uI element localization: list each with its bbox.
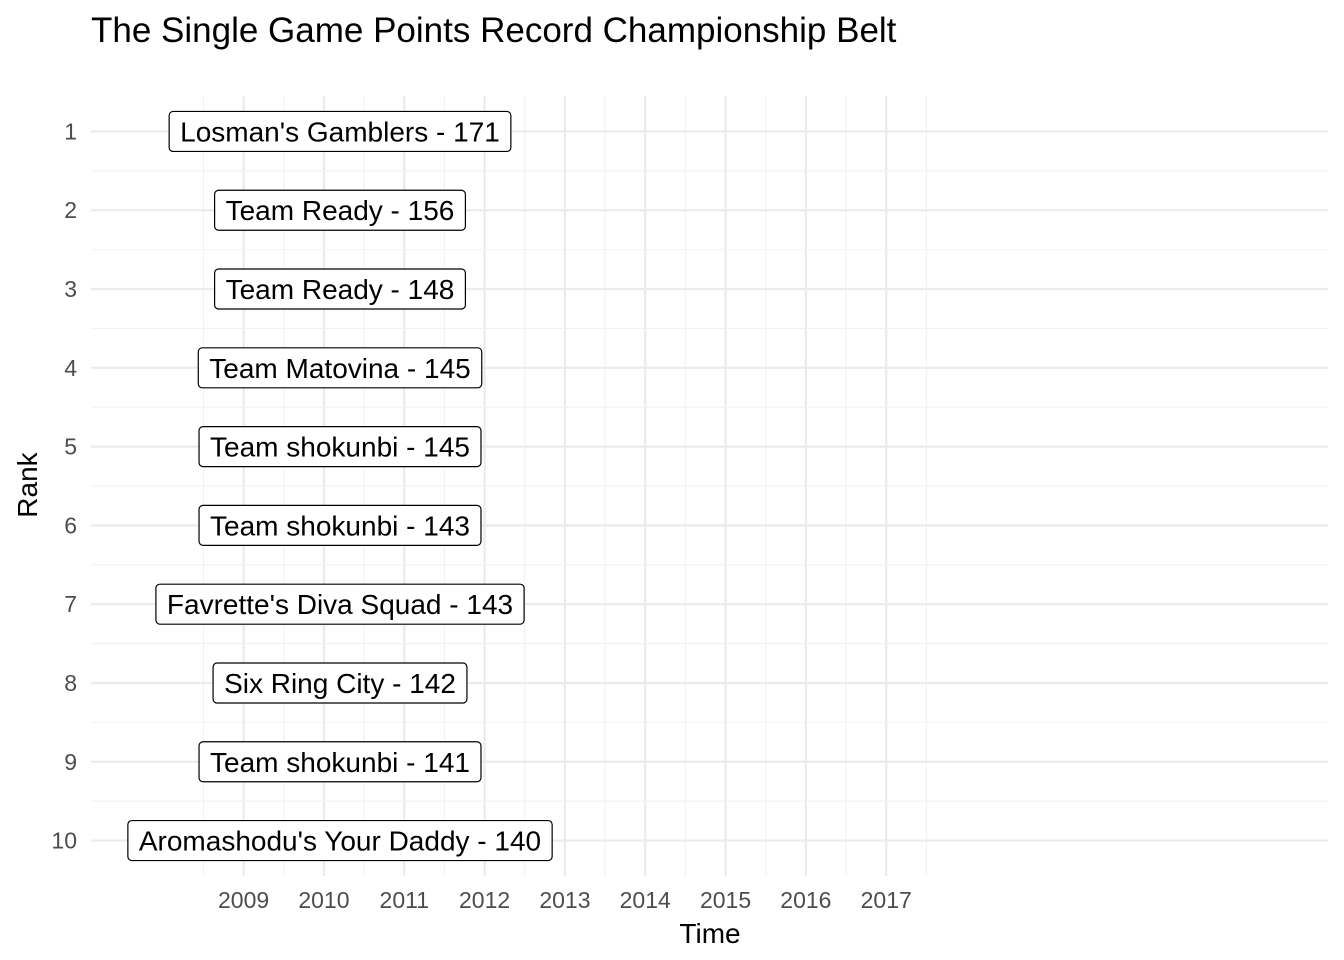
record-label-box [214,189,467,231]
record-label: Aromashodu's Your Daddy - 140 [127,819,553,862]
x-axis-title: Time [679,918,740,949]
y-tick-label: 3 [64,276,77,302]
x-tick-label: 2013 [539,887,590,913]
record-label-box [198,426,482,468]
record-label-text: Team Ready - 148 [226,274,455,305]
record-label-box [214,268,467,310]
chart-title: The Single Game Points Record Championsh… [91,11,897,50]
record-label-text: Team shokunbi - 141 [210,747,470,778]
x-tick-label: 2009 [218,887,269,913]
y-tick-label: 2 [64,197,77,223]
record-label-text: Team shokunbi - 145 [210,432,470,463]
y-tick-label: 5 [64,434,77,460]
y-tick-label: 6 [64,512,77,538]
record-label: Favrette's Diva Squad - 143 [155,583,525,625]
record-label: Six Ring City - 142 [212,662,468,704]
x-tick-label: 2015 [700,887,751,913]
record-label-text: Aromashodu's Your Daddy - 140 [139,826,541,857]
record-label-box [127,819,553,862]
record-label-box [155,583,525,625]
record-label-text: Six Ring City - 142 [224,668,456,699]
record-label-text: Losman's Gamblers - 171 [180,116,500,147]
y-tick-label: 9 [64,749,77,775]
y-tick-label: 4 [64,355,77,381]
record-label: Team Matovina - 145 [197,347,483,389]
y-axis-ticks: 1 2 3 4 5 6 7 8 9 10 [51,118,77,853]
x-tick-label: 2012 [459,887,510,913]
record-label: Losman's Gamblers - 171 [168,110,512,153]
x-axis-ticks: 2009 2010 2011 2012 2013 2014 2015 2016 2017 [218,887,912,913]
record-label-box [212,662,468,704]
record-label-box [168,110,512,153]
x-tick-label: 2011 [380,887,429,913]
record-label: Team Ready - 148 [214,268,467,310]
record-label-text: Team Ready - 156 [226,195,455,226]
record-label: Team shokunbi - 143 [198,504,482,546]
y-tick-label: 7 [64,591,77,617]
record-label: Team Ready - 156 [214,189,467,231]
x-tick-label: 2010 [298,887,349,913]
record-label-text: Team shokunbi - 143 [210,510,470,541]
x-tick-label: 2017 [861,887,912,913]
x-tick-label: 2014 [620,887,671,913]
record-label-text: Favrette's Diva Squad - 143 [167,589,513,620]
record-label: Team shokunbi - 145 [198,426,482,468]
y-tick-label: 1 [64,118,77,144]
y-axis-title: Rank [12,451,43,517]
y-tick-label: 10 [51,828,77,854]
record-label-box [198,741,482,783]
record-label-box [197,347,483,389]
y-tick-label: 8 [64,670,77,696]
x-tick-label: 2016 [780,887,831,913]
record-label-box [198,504,482,546]
record-label: Team shokunbi - 141 [198,741,482,783]
record-label-text: Team Matovina - 145 [209,353,470,384]
record-labels: Losman's Gamblers - 171 Team Ready - 156 T… [127,110,553,862]
